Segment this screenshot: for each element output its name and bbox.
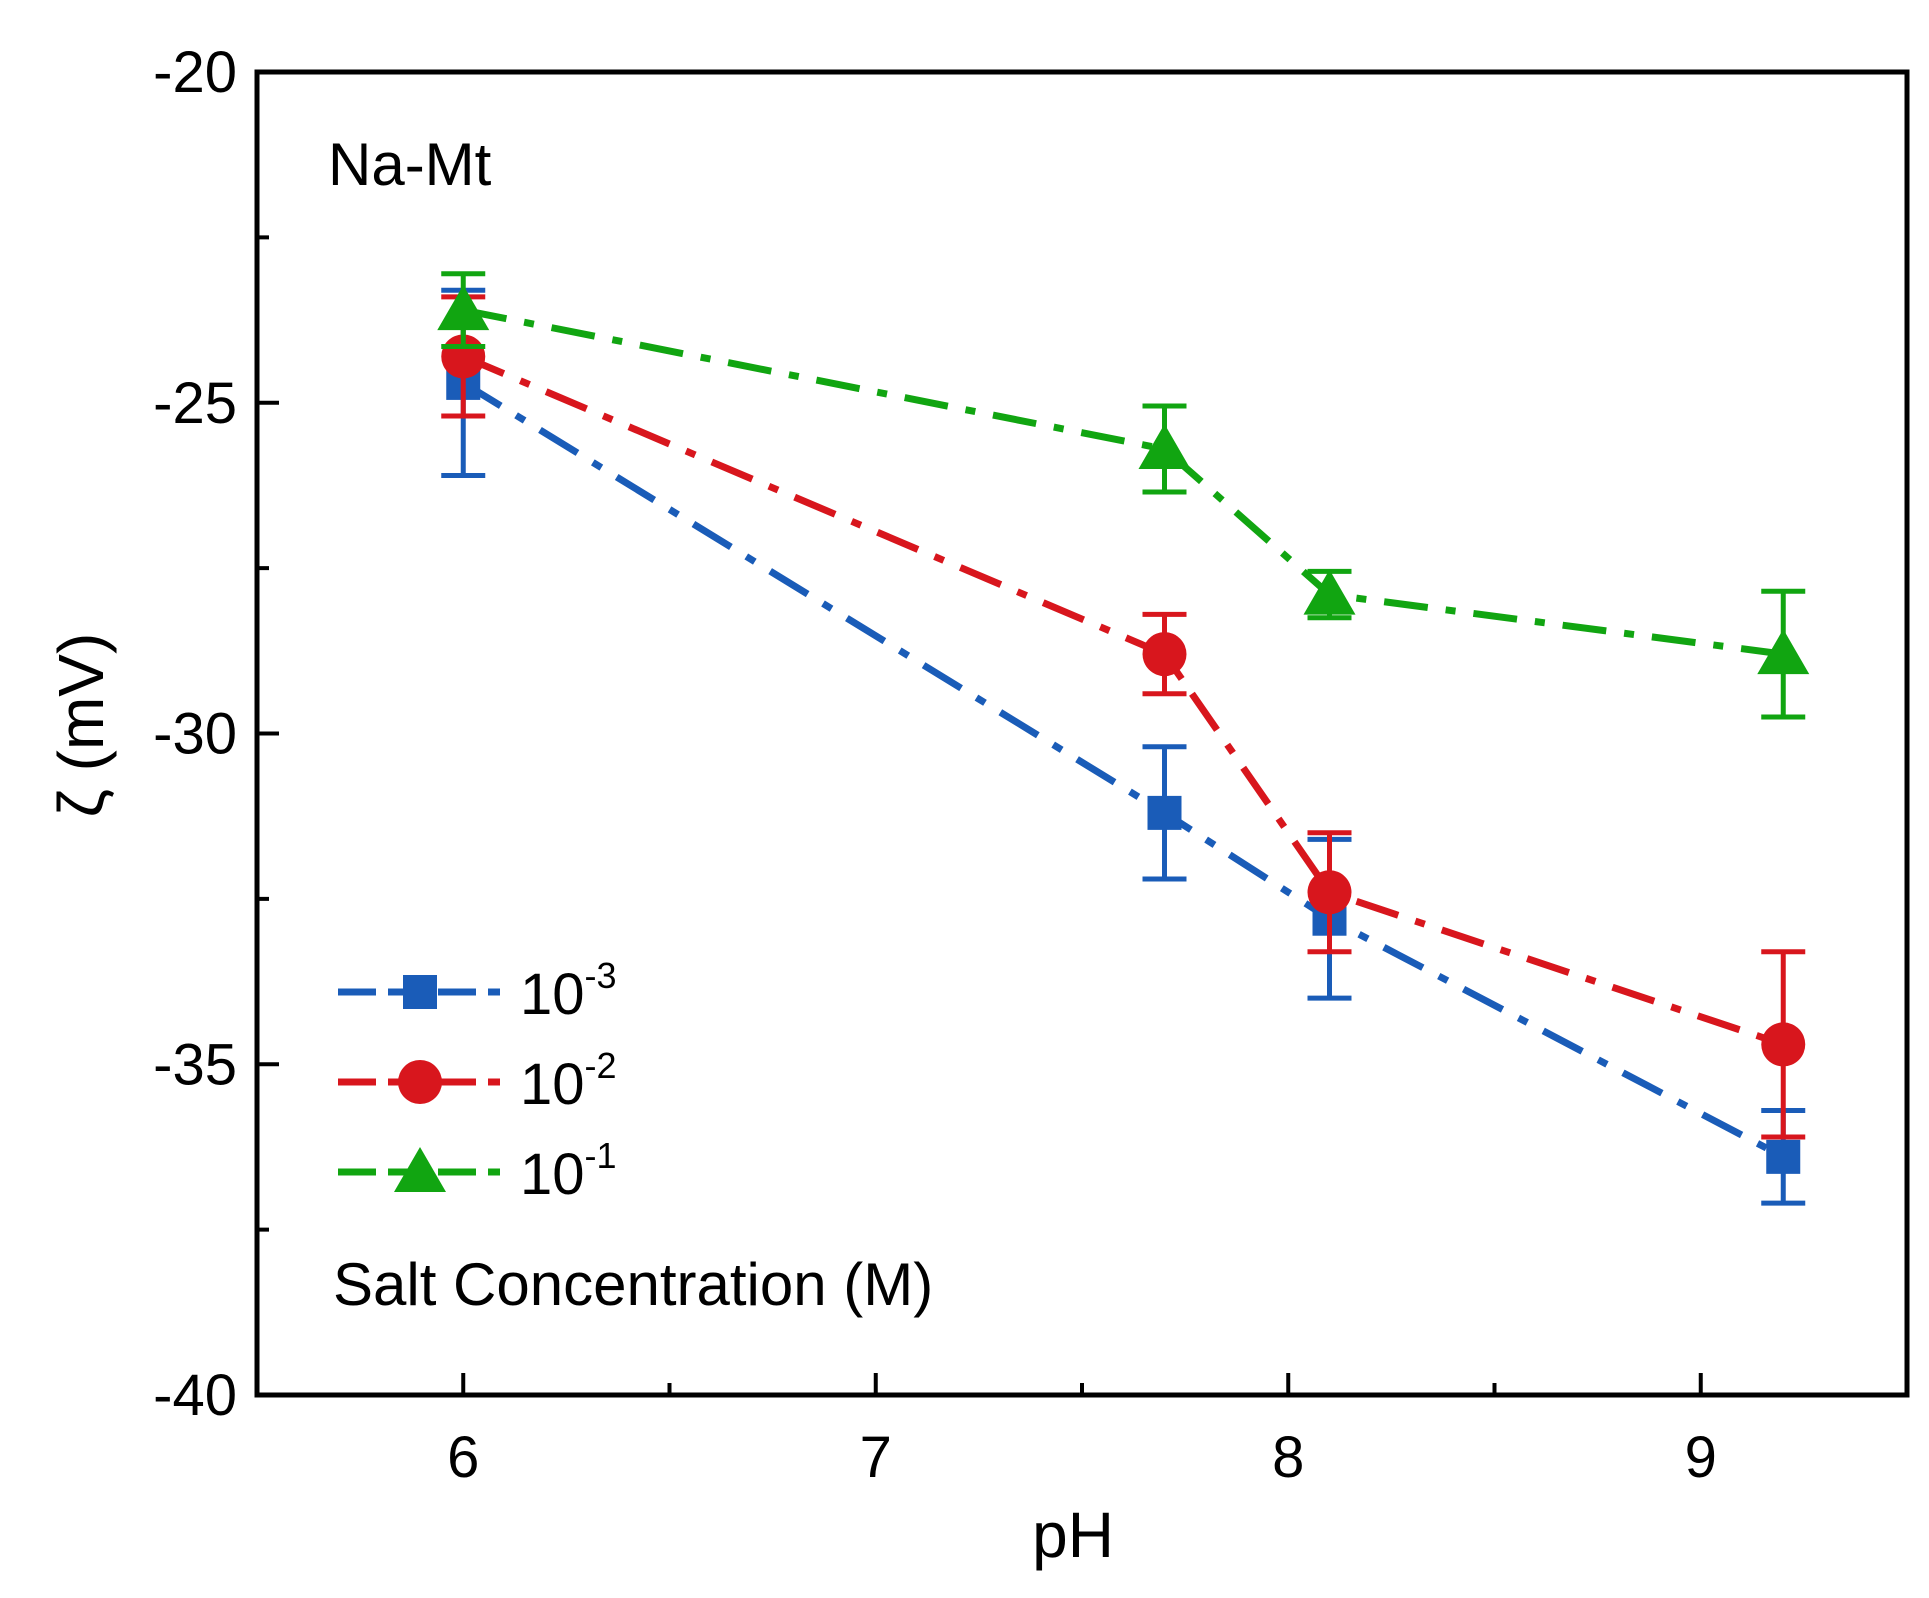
data-point (1303, 569, 1356, 615)
y-tick-label: -30 (153, 702, 237, 767)
data-point (1757, 629, 1810, 675)
legend-title: Salt Concentration (M) (333, 1251, 933, 1318)
annotation-na-mt: Na-Mt (328, 131, 492, 198)
y-tick-label: -20 (153, 40, 237, 105)
legend-marker (394, 1147, 446, 1192)
y-tick-label: -25 (153, 371, 237, 436)
data-point (1307, 870, 1352, 915)
data-point (1147, 795, 1182, 830)
plot-area: 6 7 8 9 -20 -25 -30 -35 -40 (153, 40, 1910, 1490)
series-line (462, 306, 1784, 658)
x-axis-title: pH (1032, 1499, 1114, 1571)
x-tick-label: 9 (1685, 1425, 1717, 1490)
legend: 10-3 10-2 10-1 (338, 955, 617, 1207)
data-point (1766, 1139, 1801, 1174)
legend-item: 10-2 (338, 1045, 617, 1117)
legend-label: 10-2 (520, 1045, 617, 1117)
data-point (1138, 424, 1191, 470)
legend-marker (398, 1060, 442, 1104)
legend-item: 10-1 (338, 1135, 617, 1207)
series-line (461, 353, 1785, 1048)
legend-label: 10-1 (520, 1135, 617, 1207)
data-point (437, 285, 490, 331)
data-point (1142, 632, 1187, 677)
plot-frame (254, 69, 1910, 1398)
y-tick-label: -40 (153, 1363, 237, 1428)
data-point (1761, 1022, 1806, 1067)
ticks-layer: 6 7 8 9 -20 -25 -30 -35 -40 (153, 40, 1717, 1490)
legend-item: 10-3 (338, 955, 617, 1027)
series-square (441, 287, 1806, 1206)
series-circle (441, 294, 1806, 1140)
series-line (461, 379, 1785, 1160)
x-tick-label: 7 (860, 1425, 892, 1490)
legend-marker (403, 975, 437, 1009)
series-layer (437, 271, 1810, 1206)
x-tick-label: 6 (447, 1425, 479, 1490)
series-triangle (437, 271, 1810, 720)
y-axis-title: ζ (mV) (45, 633, 117, 818)
y-tick-label: -35 (153, 1032, 237, 1097)
x-tick-label: 8 (1272, 1425, 1304, 1490)
legend-label: 10-3 (520, 955, 617, 1027)
